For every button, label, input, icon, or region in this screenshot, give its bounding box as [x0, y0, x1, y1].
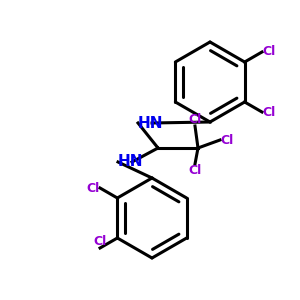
Text: Cl: Cl	[87, 182, 100, 194]
Text: Cl: Cl	[262, 46, 275, 59]
Text: Cl: Cl	[262, 106, 275, 118]
Text: Cl: Cl	[93, 235, 107, 248]
Text: Cl: Cl	[188, 164, 202, 177]
Text: HN: HN	[118, 154, 143, 169]
Text: Cl: Cl	[220, 134, 233, 146]
Text: HN: HN	[138, 116, 164, 130]
Text: Cl: Cl	[188, 113, 202, 126]
